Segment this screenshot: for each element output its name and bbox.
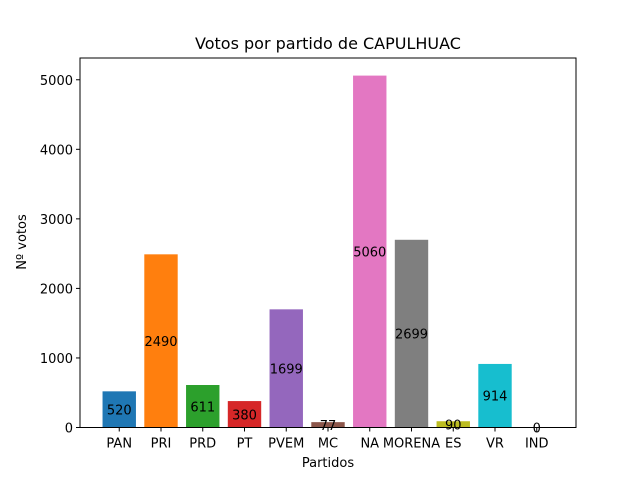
bars-group [102,75,512,428]
bar-value-label-pvem: 1699 [270,362,303,377]
bar-value-label-na: 5060 [353,246,386,261]
chart-title: Votos por partido de CAPULHUAC [195,34,461,53]
bar-pri [144,254,178,428]
y-tick-label-2000: 2000 [40,282,73,297]
bar-vr [478,363,512,428]
bar-prd [186,385,220,428]
x-axis: PAN PRI PRD PT PVEM MC NA MORENA ES VR IND [106,427,549,452]
bar-mc [311,422,345,428]
bar-es [436,421,470,428]
bar-value-label-vr: 914 [483,390,508,405]
bar-morena [394,239,429,428]
y-tick-label-5000: 5000 [40,74,73,89]
x-tick-label-na: NA [360,437,379,452]
x-tick-label-mc: MC [318,437,338,452]
bar-pt [227,401,262,428]
x-tick-label-vr: VR [486,437,504,452]
bar-pvem [269,309,303,428]
y-axis: 0 1000 2000 3000 4000 5000 [40,74,80,437]
x-tick-label-pvem: PVEM [268,437,304,452]
bar-pan [102,391,136,428]
bar-value-label-mc: 77 [320,419,337,434]
x-tick-label-pan: PAN [106,437,132,452]
bar-na [353,75,387,428]
y-tick-label-1000: 1000 [40,352,73,367]
bar-value-label-pan: 520 [107,403,132,418]
bar-value-label-prd: 611 [190,400,215,415]
y-axis-label: Nº votos [15,214,30,270]
x-tick-label-pt: PT [237,437,253,452]
plot-frame [79,57,577,428]
y-tick-label-3000: 3000 [40,213,73,228]
x-tick-label-es: ES [445,437,461,452]
bar-value-label-pt: 380 [232,408,257,423]
x-axis-label: Partidos [302,456,354,471]
x-tick-label-pri: PRI [151,437,172,452]
bar-value-label-morena: 2699 [395,328,428,343]
x-tick-label-ind: IND [525,437,549,452]
bar-value-label-es: 90 [445,418,462,433]
y-tick-label-0: 0 [65,422,73,437]
x-tick-label-morena: MORENA [383,437,440,452]
x-tick-label-prd: PRD [189,437,216,452]
y-tick-label-4000: 4000 [40,143,73,158]
bar-value-label-pri: 2490 [144,335,177,350]
